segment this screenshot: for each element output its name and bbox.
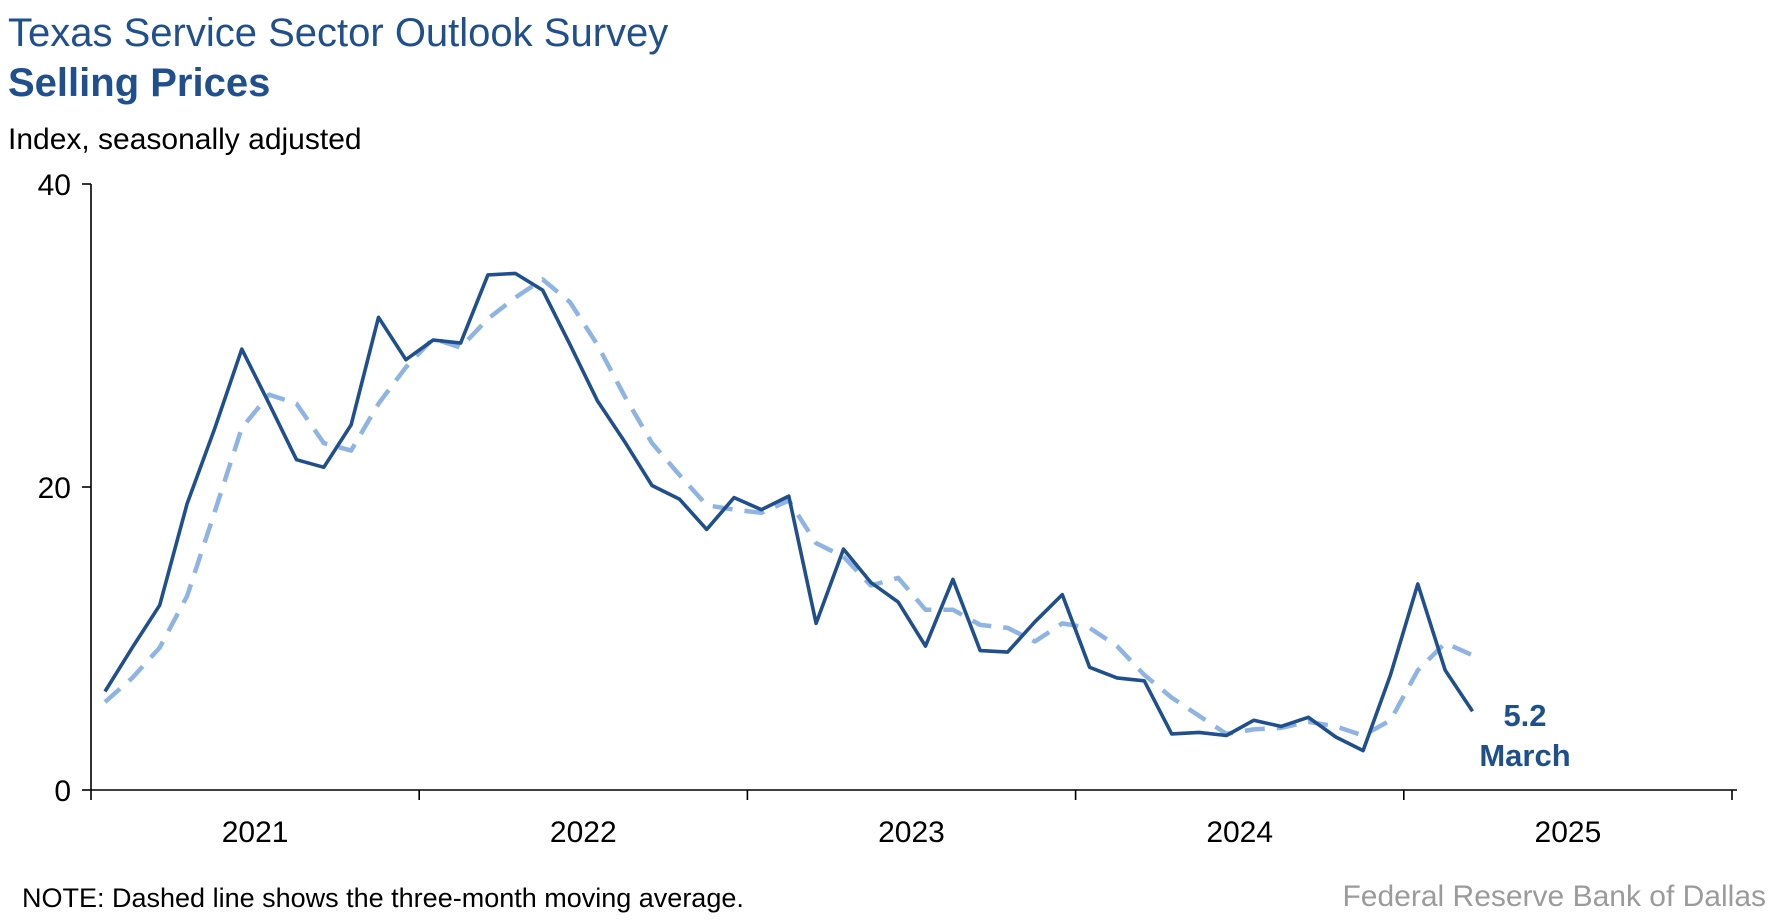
selling-prices-line (103, 271, 1474, 753)
chart-note: NOTE: Dashed line shows the three-month … (22, 883, 744, 913)
x-tick-label: 2021 (222, 816, 289, 849)
y-axis-unit-label: Index, seasonally adjusted (8, 123, 362, 156)
moving-average-line (103, 277, 1474, 738)
x-tick-label: 2022 (550, 816, 617, 849)
source-label: Federal Reserve Bank of Dallas (1342, 880, 1766, 913)
chart-axes (82, 183, 1737, 800)
y-tick-label: 0 (54, 775, 71, 808)
y-tick-label: 40 (38, 169, 71, 202)
chart-title: Texas Service Sector Outlook Survey (8, 11, 669, 55)
end-month-label: March (1479, 738, 1570, 773)
chart-annotation: 5.2 March (1479, 698, 1570, 773)
y-tick-label: 20 (38, 472, 71, 505)
x-tick-label: 2023 (878, 816, 945, 849)
chart-subtitle: Selling Prices (8, 61, 271, 105)
end-value-label: 5.2 (1503, 698, 1546, 733)
x-tick-label: 2025 (1535, 816, 1602, 849)
chart-series (103, 271, 1474, 753)
chart-tick-labels: 0 20 40 2021 2022 2023 2024 2025 (38, 169, 1602, 849)
x-tick-label: 2024 (1206, 816, 1273, 849)
